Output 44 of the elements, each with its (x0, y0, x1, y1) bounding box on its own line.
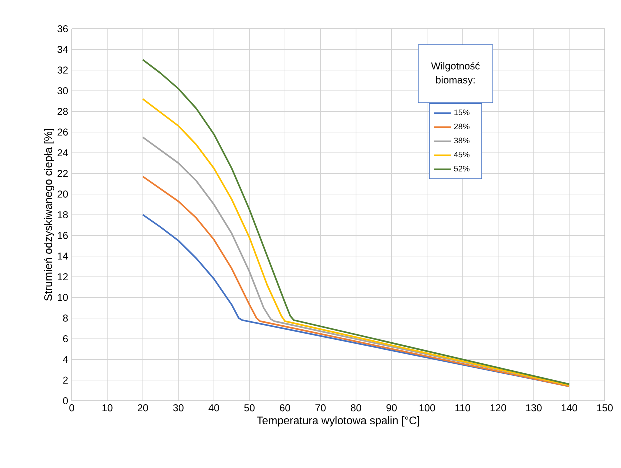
x-tick-label: 50 (244, 404, 255, 412)
y-tick-label: 22 (58, 170, 68, 178)
x-tick-label: 20 (138, 404, 148, 412)
legend-label: 45% (454, 152, 470, 158)
x-tick-label: 80 (351, 404, 362, 412)
x-tick-label: 30 (173, 404, 184, 412)
y-tick-label: 14 (58, 252, 68, 260)
x-tick-label: 40 (208, 404, 220, 412)
y-tick-label: 12 (58, 274, 68, 280)
x-tick-label: 100 (420, 404, 436, 412)
x-tick-label: 110 (456, 404, 470, 412)
legend-label: 52% (454, 166, 470, 172)
x-tick-label: 0 (70, 404, 74, 412)
y-tick-label: 28 (58, 108, 68, 116)
y-tick-label: 26 (58, 128, 68, 136)
x-tick-label: 120 (490, 404, 506, 412)
y-tick-label: 0 (63, 397, 68, 405)
y-tick-label: 36 (58, 25, 68, 33)
legend-label: 38% (454, 138, 470, 144)
y-tick-label: 24 (58, 150, 68, 156)
y-axis-title: Strumień odzyskiwanego ciepła [%] (44, 129, 54, 302)
y-tick-label: 18 (58, 211, 68, 219)
legend-label: 15% (454, 110, 470, 116)
x-tick-label: 60 (280, 404, 290, 412)
x-axis-title: Temperatura wylotowa spalin [°C] (257, 416, 420, 427)
x-tick-label: 130 (526, 404, 542, 412)
y-tick-label: 30 (58, 87, 68, 95)
y-tick-label: 20 (58, 190, 68, 198)
x-tick-label: 150 (597, 404, 613, 412)
y-tick-label: 4 (63, 356, 68, 364)
x-tick-label: 90 (386, 404, 397, 412)
legend-title: Wilgotność biomasy: (431, 62, 480, 86)
y-tick-label: 10 (58, 294, 68, 302)
x-tick-label: 140 (562, 404, 578, 412)
y-tick-label: 34 (58, 46, 68, 54)
x-tick-label: 70 (316, 404, 326, 412)
y-tick-label: 32 (58, 66, 68, 74)
y-tick-label: 2 (63, 376, 68, 384)
x-tick-label: 10 (102, 404, 113, 412)
y-tick-label: 16 (58, 232, 68, 240)
legend-label: 28% (454, 124, 470, 130)
y-tick-label: 6 (63, 335, 68, 343)
line-series (142, 176, 570, 388)
y-tick-label: 8 (63, 314, 68, 322)
